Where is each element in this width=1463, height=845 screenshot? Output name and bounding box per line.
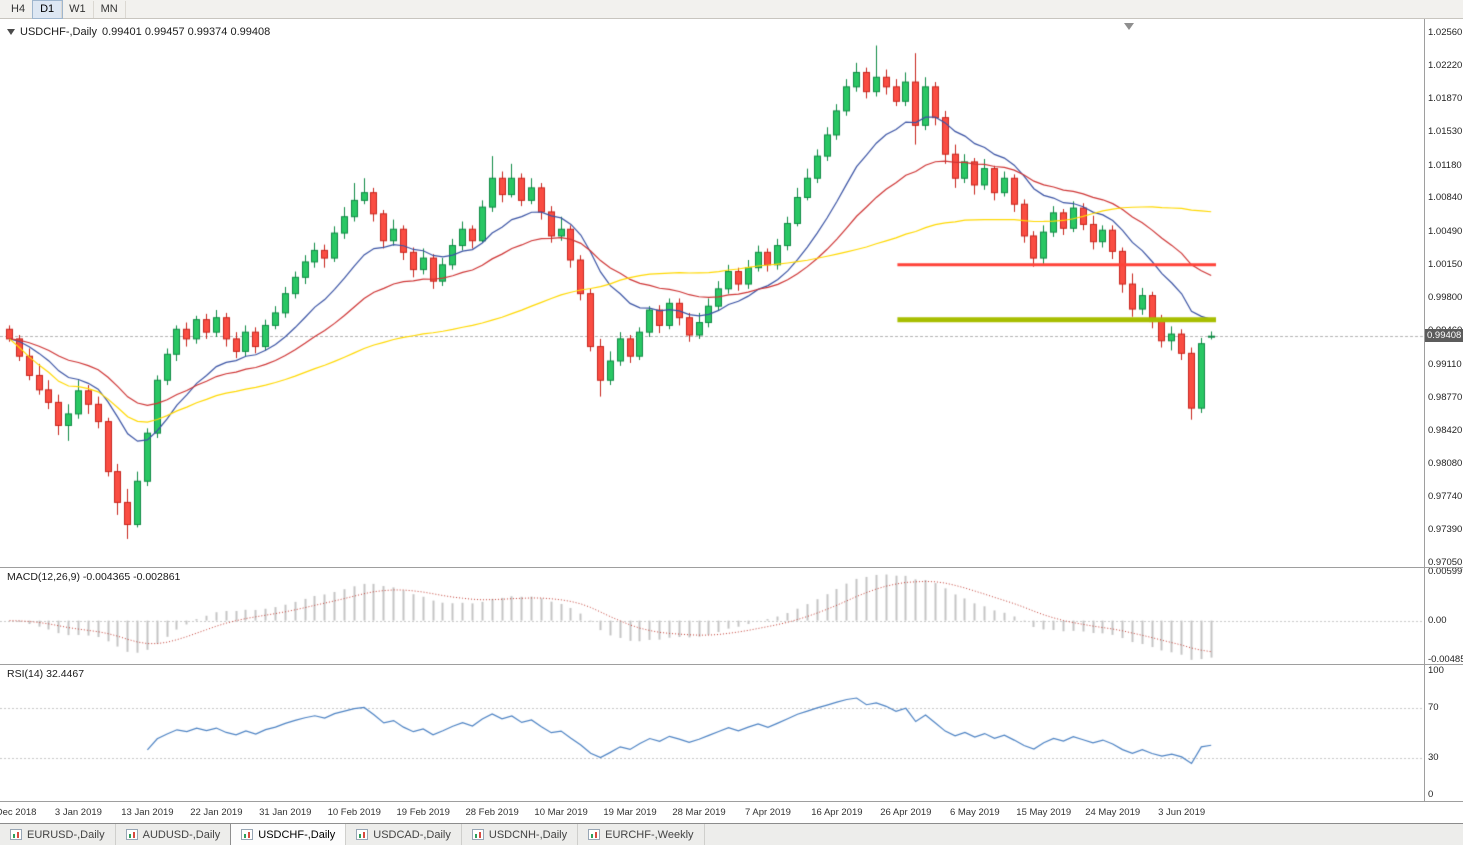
timeframe-button-d1[interactable]: D1: [32, 0, 64, 19]
rsi-name: RSI(14): [7, 668, 44, 680]
price-scale[interactable]: 1.02560 1.02220 1.01870 1.01530 1.01180 1.008…: [1425, 0, 1463, 823]
chart-tab-label: USDCHF-,Daily: [258, 828, 336, 841]
price-axis-label: 1.02560: [1428, 27, 1463, 38]
date-axis-label: 15 May 2019: [1016, 807, 1072, 818]
rsi-axis-label: 100: [1428, 665, 1444, 676]
price-axis-label: 1.01530: [1428, 126, 1463, 138]
pane-divider[interactable]: [0, 567, 1463, 568]
chart-tab-eurusddaily[interactable]: EURUSD-,Daily: [0, 824, 116, 845]
date-axis-label: 19 Mar 2019: [603, 807, 657, 818]
chart-tab-bar: EURUSD-,Daily AUDUSD-,Daily USDCHF-,Daily U…: [0, 823, 1463, 845]
price-axis-label: 1.02220: [1428, 59, 1463, 71]
timeframe-button-mn[interactable]: MN: [94, 0, 126, 18]
chart-tab-icon: [588, 829, 601, 840]
chart-tab-icon: [471, 829, 484, 840]
timeframe-toolbar: H4 D1 W1 MN: [0, 0, 1463, 19]
date-axis-label: 31 Jan 2019: [259, 807, 312, 818]
chart-tab-icon: [125, 829, 138, 840]
macd-label: MACD(12,26,9) -0.004365 -0.002861: [7, 571, 180, 583]
pane-divider[interactable]: [0, 664, 1463, 665]
macd-axis-label: -0.0048589: [1428, 654, 1463, 665]
price-chart[interactable]: [0, 19, 1424, 567]
chart-tab-usdcaddaily[interactable]: USDCAD-,Daily: [346, 824, 462, 845]
macd-axis-label: 0.0059999: [1428, 566, 1463, 577]
date-axis-label: 28 Mar 2019: [672, 807, 726, 818]
price-axis-label: 1.01870: [1428, 93, 1463, 105]
date-axis-label: 13 Jan 2019: [121, 807, 174, 818]
chart-collapse-arrow-icon[interactable]: [7, 29, 15, 35]
price-axis-label: 0.99110: [1428, 358, 1462, 370]
macd-axis-label: 0.00: [1428, 614, 1447, 626]
pane-divider: [0, 801, 1463, 802]
chart-title: USDCHF-,Daily 0.99401 0.99457 0.99374 0.…: [7, 26, 270, 38]
chart-tab-audusddaily[interactable]: AUDUSD-,Daily: [115, 824, 232, 845]
date-axis-label: 26 Apr 2019: [880, 807, 932, 818]
price-axis-label: 1.01180: [1428, 159, 1462, 171]
date-axis-label: 16 Apr 2019: [811, 807, 863, 818]
date-axis-label: 24 May 2019: [1085, 807, 1141, 818]
price-axis-label: 1.00150: [1428, 258, 1463, 270]
symbol-label: USDCHF-,Daily: [20, 26, 97, 38]
chart-tab-icon: [241, 829, 254, 840]
price-axis-border: [1424, 19, 1425, 802]
price-axis-label: 0.97740: [1428, 490, 1463, 502]
date-axis-label: 10 Feb 2019: [327, 807, 381, 818]
date-axis-label: 10 Mar 2019: [534, 807, 588, 818]
chart-tab-usdcnhdaily[interactable]: USDCNH-,Daily: [461, 824, 579, 845]
date-axis-label: 19 Feb 2019: [396, 807, 450, 818]
price-axis-label: 1.00490: [1428, 226, 1463, 238]
chart-tab-label: EURCHF-,Weekly: [605, 828, 694, 841]
time-scale[interactable]: 25 Dec 2018 3 Jan 2019 13 Jan 2019 22 Jan 2…: [0, 802, 1463, 823]
date-axis-label: 25 Dec 2018: [0, 807, 37, 818]
rsi-value: 32.4467: [46, 668, 85, 680]
ohlc-values: 0.99401 0.99457 0.99374 0.99408: [102, 26, 271, 38]
date-axis-label: 3 Jan 2019: [54, 807, 102, 818]
price-axis-label: 0.98080: [1428, 457, 1463, 469]
chart-tab-icon: [356, 829, 369, 840]
date-axis-label: 7 Apr 2019: [744, 807, 791, 818]
date-axis-label: 6 May 2019: [949, 807, 1000, 818]
price-axis-label: 0.98420: [1428, 425, 1463, 437]
rsi-axis-label: 30: [1428, 751, 1439, 763]
macd-values: -0.004365 -0.002861: [82, 571, 181, 583]
price-axis-label: 0.98770: [1428, 391, 1463, 403]
rsi-label: RSI(14) 32.4467: [7, 668, 84, 680]
date-axis-label: 3 Jun 2019: [1158, 807, 1206, 818]
date-axis-label: 22 Jan 2019: [190, 807, 243, 818]
rsi-axis-label: 0: [1428, 789, 1434, 800]
rsi-axis-label: 70: [1428, 702, 1439, 714]
chart-tab-label: AUDUSD-,Daily: [142, 828, 221, 841]
macd-name: MACD(12,26,9): [7, 571, 80, 583]
chart-tab-icon: [10, 829, 22, 840]
price-axis-label: 0.97050: [1428, 557, 1463, 568]
chart-tab-label: EURUSD-,Daily: [27, 828, 105, 841]
price-axis-label: 1.00840: [1428, 192, 1463, 204]
rsi-pane[interactable]: [0, 665, 1424, 801]
price-axis-label: 0.99800: [1428, 292, 1463, 304]
bid-price-badge: 0.99408: [1425, 329, 1463, 343]
chart-tab-label: USDCNH-,Daily: [488, 828, 568, 841]
timeframe-button-w1[interactable]: W1: [62, 0, 94, 18]
timeframe-button-h4[interactable]: H4: [4, 0, 34, 18]
chart-tab-label: USDCAD-,Daily: [373, 828, 451, 841]
chart-shift-marker[interactable]: [1124, 23, 1134, 30]
price-axis-label: 0.97390: [1428, 524, 1463, 536]
date-axis-label: 28 Feb 2019: [465, 807, 519, 818]
chart-tab-usdchfdaily[interactable]: USDCHF-,Daily: [230, 823, 348, 845]
macd-pane[interactable]: [0, 568, 1424, 664]
chart-tab-eurchfweekly[interactable]: EURCHF-,Weekly: [578, 824, 705, 845]
